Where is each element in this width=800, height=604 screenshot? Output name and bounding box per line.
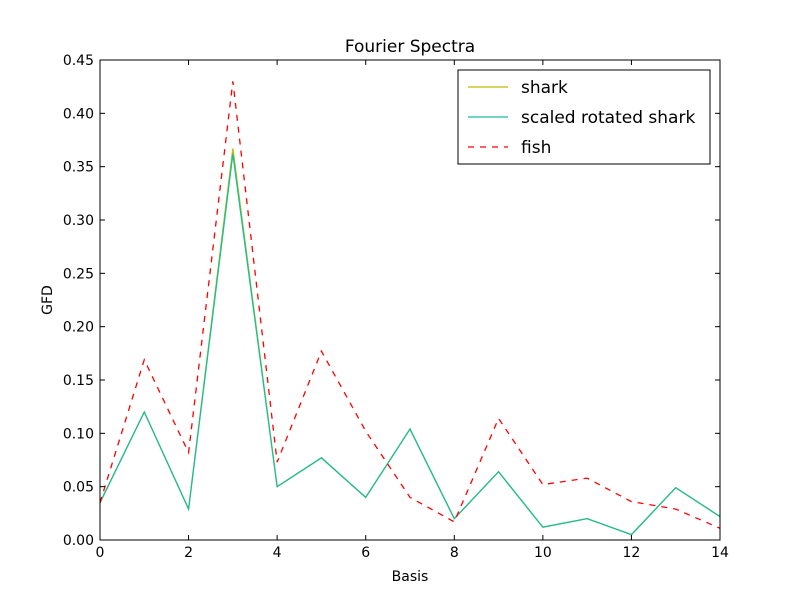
x-tick-label: 8: [450, 545, 459, 561]
chart-title: Fourier Spectra: [345, 37, 475, 57]
legend: shark scaled rotated shark fish: [457, 69, 711, 165]
legend-label-0: shark: [521, 78, 568, 98]
y-tick-label: 0.45: [63, 53, 94, 69]
y-tick-label: 0.10: [63, 426, 94, 442]
legend-label-2: fish: [521, 138, 551, 158]
plot-area: [99, 81, 721, 536]
y-tick-label: 0.05: [63, 480, 94, 496]
axes: 0 2 4 6 8 10 12 14 0.00 0.05 0.10 0.15 0.20 0.25 0.30 0…: [63, 53, 729, 561]
x-tick-label: 14: [711, 545, 729, 561]
x-tick-label: 6: [361, 545, 370, 561]
x-axis-label: Basis: [392, 569, 429, 585]
y-tick-label: 0.40: [63, 106, 94, 122]
y-tick-label: 0.35: [63, 160, 94, 176]
x-tick-label: 2: [184, 545, 193, 561]
axes-frame: [99, 59, 721, 541]
legend-label-1: scaled rotated shark: [521, 108, 695, 128]
y-tick-label: 0.00: [63, 533, 94, 549]
y-tick-label: 0.15: [63, 373, 94, 389]
y-axis-label: GFD: [40, 285, 56, 315]
y-tick-label: 0.30: [63, 213, 94, 229]
y-tick-label: 0.20: [63, 320, 94, 336]
series-line-2: [99, 81, 721, 529]
x-tick-label: 10: [534, 545, 552, 561]
x-tick-label: 4: [273, 545, 282, 561]
x-tick-label: 0: [96, 545, 105, 561]
y-tick-label: 0.25: [63, 266, 94, 282]
x-tick-label: 12: [623, 545, 641, 561]
series-line-1: [99, 153, 721, 536]
